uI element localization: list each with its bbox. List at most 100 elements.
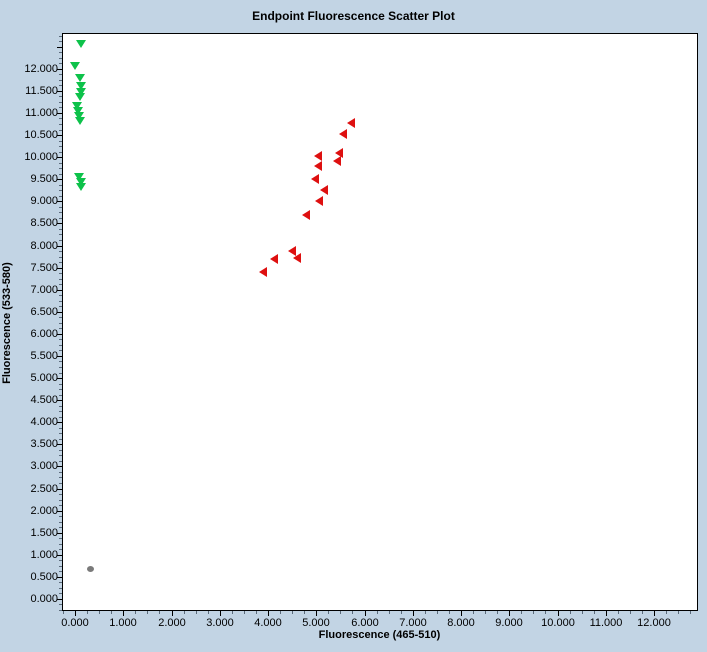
y-minor-tick — [59, 52, 62, 53]
x-tick-label: 12.000 — [637, 617, 671, 629]
x-minor-tick — [244, 611, 245, 614]
x-minor-tick — [630, 611, 631, 614]
y-minor-tick — [59, 168, 62, 169]
y-minor-tick — [59, 257, 62, 258]
data-point-green-triangles-down[interactable] — [73, 107, 83, 115]
data-point-green-triangles-down[interactable] — [74, 173, 84, 181]
data-point-green-triangles-down[interactable] — [76, 178, 86, 186]
y-tick-label: 11.000 — [25, 107, 58, 119]
data-point-green-triangles-down[interactable] — [74, 112, 84, 120]
y-major-tick — [57, 290, 62, 291]
data-point-green-triangles-down[interactable] — [76, 40, 86, 48]
y-tick-label: 11.500 — [25, 85, 58, 97]
y-minor-tick — [59, 240, 62, 241]
y-minor-tick — [59, 505, 62, 506]
y-major-tick — [57, 444, 62, 445]
y-minor-tick — [59, 472, 62, 473]
x-tick-label: 8.000 — [447, 617, 475, 629]
x-major-tick — [413, 611, 414, 616]
data-point-green-triangles-down[interactable] — [75, 93, 85, 101]
x-minor-tick — [340, 611, 341, 614]
data-point-red-triangles-left[interactable] — [314, 161, 322, 171]
data-point-red-triangles-left[interactable] — [333, 156, 341, 166]
data-point-red-triangles-left[interactable] — [315, 196, 323, 206]
y-minor-tick — [59, 185, 62, 186]
data-point-red-triangles-left[interactable] — [311, 174, 319, 184]
x-tick-label: 2.000 — [158, 617, 186, 629]
x-minor-tick — [377, 611, 378, 614]
data-point-red-triangles-left[interactable] — [347, 118, 355, 128]
data-point-gray-dot[interactable] — [87, 566, 94, 572]
x-minor-tick — [256, 611, 257, 614]
x-minor-tick — [545, 611, 546, 614]
y-major-tick — [57, 135, 62, 136]
x-minor-tick — [690, 611, 691, 614]
y-minor-tick — [59, 174, 62, 175]
data-point-red-triangles-left[interactable] — [288, 246, 296, 256]
y-minor-tick — [59, 455, 62, 456]
data-point-green-triangles-down[interactable] — [70, 62, 80, 70]
y-axis-title: Fluorescence (533-580) — [1, 262, 13, 384]
x-minor-tick — [570, 611, 571, 614]
y-tick-label: 3.000 — [30, 460, 58, 472]
y-major-tick — [57, 312, 62, 313]
x-minor-tick — [184, 611, 185, 614]
data-point-red-triangles-left[interactable] — [259, 267, 267, 277]
data-point-green-triangles-down[interactable] — [76, 88, 86, 96]
y-minor-tick — [59, 500, 62, 501]
y-minor-tick — [59, 389, 62, 390]
y-minor-tick — [59, 301, 62, 302]
x-minor-tick — [449, 611, 450, 614]
y-minor-tick — [59, 450, 62, 451]
data-point-green-triangles-down[interactable] — [75, 74, 85, 82]
data-point-red-triangles-left[interactable] — [293, 253, 301, 263]
data-point-red-triangles-left[interactable] — [302, 210, 310, 220]
y-minor-tick — [59, 273, 62, 274]
y-minor-tick — [59, 152, 62, 153]
data-point-green-triangles-down[interactable] — [72, 102, 82, 110]
y-minor-tick — [59, 229, 62, 230]
data-point-red-triangles-left[interactable] — [335, 148, 343, 158]
x-minor-tick — [666, 611, 667, 614]
y-minor-tick — [59, 544, 62, 545]
y-minor-tick — [59, 604, 62, 605]
x-major-tick — [123, 611, 124, 616]
y-tick-label: 0.000 — [30, 593, 58, 605]
x-major-tick — [654, 611, 655, 616]
y-minor-tick — [59, 141, 62, 142]
y-minor-tick — [59, 295, 62, 296]
y-tick-label: 7.500 — [30, 262, 58, 274]
y-minor-tick — [59, 483, 62, 484]
data-point-red-triangles-left[interactable] — [270, 254, 278, 264]
x-minor-tick — [401, 611, 402, 614]
data-point-red-triangles-left[interactable] — [320, 185, 328, 195]
data-point-green-triangles-down[interactable] — [75, 117, 85, 125]
x-minor-tick — [642, 611, 643, 614]
y-minor-tick — [59, 439, 62, 440]
y-major-tick — [57, 356, 62, 357]
data-point-red-triangles-left[interactable] — [314, 151, 322, 161]
y-major-tick — [57, 422, 62, 423]
x-minor-tick — [582, 611, 583, 614]
y-minor-tick — [59, 58, 62, 59]
data-point-green-triangles-down[interactable] — [76, 183, 86, 191]
y-minor-tick — [59, 582, 62, 583]
y-tick-label: 8.000 — [30, 240, 58, 252]
y-minor-tick — [59, 218, 62, 219]
y-minor-tick — [59, 610, 62, 611]
y-major-tick — [57, 334, 62, 335]
y-minor-tick — [59, 317, 62, 318]
y-minor-tick — [59, 146, 62, 147]
data-point-green-triangles-down[interactable] — [76, 82, 86, 90]
plot-area — [62, 33, 698, 611]
y-tick-label: 2.000 — [30, 505, 58, 517]
x-tick-label: 11.000 — [589, 617, 623, 629]
y-major-tick — [57, 179, 62, 180]
y-tick-label: 5.000 — [30, 372, 58, 384]
data-point-red-triangles-left[interactable] — [339, 129, 347, 139]
y-minor-tick — [59, 522, 62, 523]
y-tick-label: 9.500 — [30, 173, 58, 185]
y-tick-label: 9.000 — [30, 195, 58, 207]
y-major-tick — [57, 223, 62, 224]
